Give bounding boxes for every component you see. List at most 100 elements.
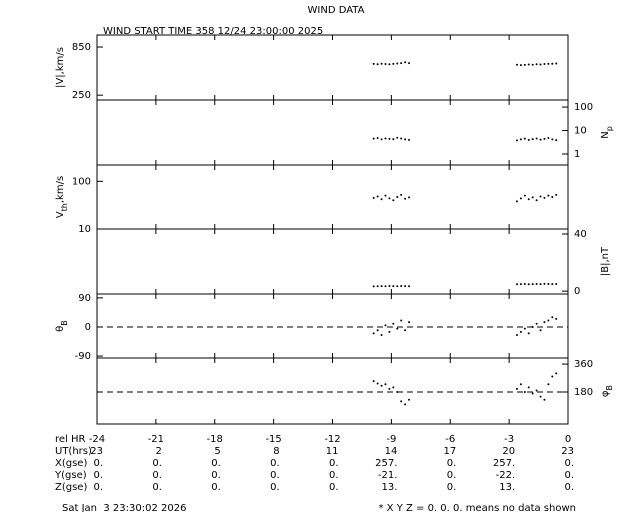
y-tick-label: 100: [72, 176, 91, 187]
data-point: [396, 285, 399, 288]
data-point: [404, 403, 407, 406]
data-point: [388, 197, 391, 200]
data-point: [392, 322, 395, 325]
data-point: [400, 400, 403, 403]
data-point: [555, 317, 558, 320]
y-tick-label: 0: [574, 286, 580, 297]
x-tick-label: -24: [89, 434, 105, 445]
row-label: X(gse): [55, 458, 87, 469]
table-cell: 0.: [447, 458, 457, 469]
y-axis-label-part: B: [605, 385, 614, 391]
data-point: [376, 195, 379, 198]
table-cell: 17: [444, 446, 457, 457]
data-point: [551, 138, 554, 141]
data-point: [396, 62, 399, 65]
table-cell: 11: [326, 446, 339, 457]
table-cell: 0.: [211, 482, 221, 493]
data-point: [519, 138, 522, 141]
data-point: [388, 330, 391, 333]
data-point: [396, 195, 399, 198]
row-label: UT(hrs): [55, 446, 92, 457]
data-point: [392, 386, 395, 389]
data-point: [408, 398, 411, 401]
data-point: [531, 283, 534, 286]
data-point: [515, 387, 518, 390]
data-point: [396, 327, 399, 330]
y-axis-label: θB: [55, 320, 69, 332]
table-cell: 23: [561, 446, 574, 457]
y-axis-label-part: B: [60, 320, 69, 326]
data-point: [400, 193, 403, 196]
data-point: [372, 137, 375, 140]
table-cell: 2: [156, 446, 162, 457]
y-tick-label: 0: [85, 322, 91, 333]
data-point: [551, 316, 554, 319]
data-point: [404, 329, 407, 332]
data-point: [519, 197, 522, 200]
data-point: [555, 139, 558, 142]
y-tick-label: -90: [75, 351, 91, 362]
table-cell: 0.: [564, 482, 574, 493]
data-point: [384, 137, 387, 140]
data-point: [519, 383, 522, 386]
data-point: [523, 391, 526, 394]
footer-left: Sat Jan 3 23:30:02 2026: [62, 503, 186, 512]
data-point: [380, 62, 383, 65]
data-point: [551, 62, 554, 65]
table-cell: 14: [385, 446, 398, 457]
data-point: [372, 332, 375, 335]
chart-title: WIND DATA: [308, 5, 365, 16]
y-axis-label: Np: [600, 126, 614, 139]
data-point: [535, 199, 538, 202]
x-tick-label: 0: [565, 434, 571, 445]
data-point: [523, 327, 526, 330]
data-point: [527, 332, 530, 335]
y-axis-label: |B|,nT: [600, 246, 611, 276]
data-point: [400, 62, 403, 65]
y-axis-label-part: th: [60, 203, 69, 211]
table-cell: 0.: [564, 458, 574, 469]
data-point: [555, 62, 558, 65]
y-tick-label: 100: [574, 102, 593, 113]
data-point: [392, 138, 395, 141]
data-point: [527, 198, 530, 201]
data-point: [380, 285, 383, 288]
x-tick-label: -21: [148, 434, 164, 445]
table-cell: -21.: [378, 470, 398, 481]
data-point: [543, 398, 546, 401]
y-tick-label: 850: [72, 42, 91, 53]
data-point: [543, 282, 546, 285]
y-tick-label: 10: [574, 126, 587, 137]
table-cell: 23: [90, 446, 103, 457]
data-point: [551, 283, 554, 286]
data-point: [404, 138, 407, 141]
data-point: [535, 283, 538, 285]
table-cell: 0.: [270, 470, 280, 481]
data-point: [547, 137, 550, 140]
table-cell: 0.: [329, 458, 339, 469]
data-point: [535, 137, 538, 140]
x-tick-label: -15: [265, 434, 281, 445]
data-point: [380, 198, 383, 201]
data-point: [376, 63, 379, 66]
data-point: [408, 62, 411, 65]
data-point: [539, 195, 542, 198]
table-cell: 13.: [499, 482, 515, 493]
data-point: [400, 137, 403, 140]
y-axis-label-part: φ: [600, 390, 611, 397]
data-point: [376, 137, 379, 140]
data-point: [400, 285, 403, 287]
data-point: [376, 329, 379, 332]
data-point: [515, 200, 518, 203]
x-tick-label: -3: [504, 434, 514, 445]
data-point: [384, 63, 387, 66]
footer-right: * X Y Z = 0. 0. 0. means no data shown: [378, 503, 576, 512]
data-point: [551, 195, 554, 198]
data-point: [408, 138, 411, 141]
y-axis-label-part: N: [600, 131, 611, 138]
x-axis-label: rel HR: [55, 434, 86, 445]
data-point: [380, 334, 383, 337]
y-axis-label-part: ,km/s: [55, 176, 66, 203]
